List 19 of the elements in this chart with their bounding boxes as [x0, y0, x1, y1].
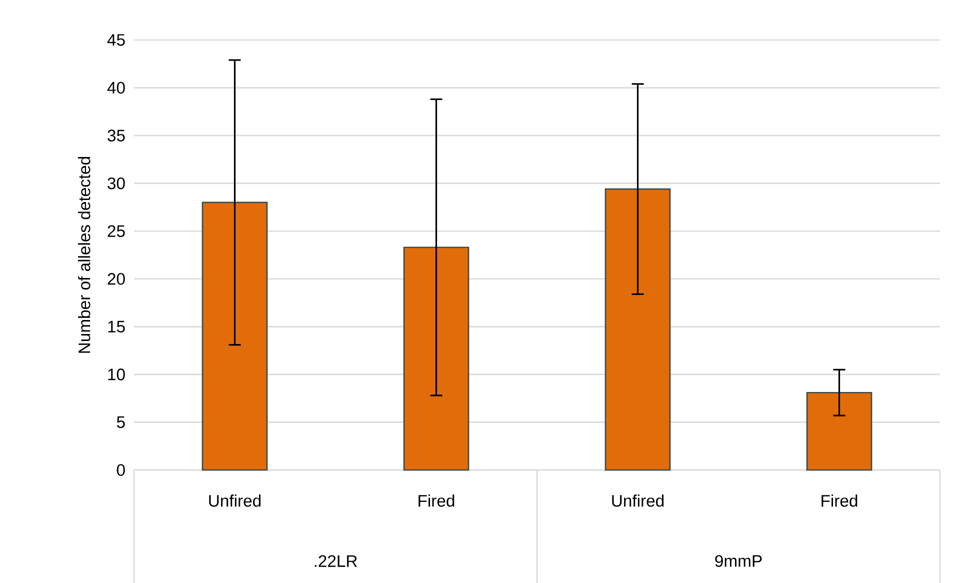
y-tick-label: 35 [108, 130, 125, 142]
y-tick-label: 45 [107, 34, 125, 46]
y-tick-label: 10 [108, 368, 125, 380]
y-axis-title: Number of alleles detected [78, 156, 90, 353]
y-tick-label: 30 [108, 177, 125, 190]
y-tick-label: 20 [108, 273, 125, 285]
text: .22LR [314, 555, 357, 567]
y-tick-label: 25 [108, 225, 125, 238]
y-tick-label: 15 [108, 320, 125, 332]
y-tick-label: 0 [116, 464, 125, 476]
x-tick-label: Unfired [209, 494, 261, 507]
x-tick-label: Unfired [612, 494, 664, 507]
bar [604, 188, 671, 471]
y-tick-label: 5 [116, 416, 125, 428]
y-tick-label: 40 [107, 82, 125, 94]
x-tick-label: Fired [418, 494, 454, 507]
bar [806, 392, 872, 471]
text: 9mmP [715, 555, 762, 567]
x-tick-label: Fired [822, 494, 858, 507]
